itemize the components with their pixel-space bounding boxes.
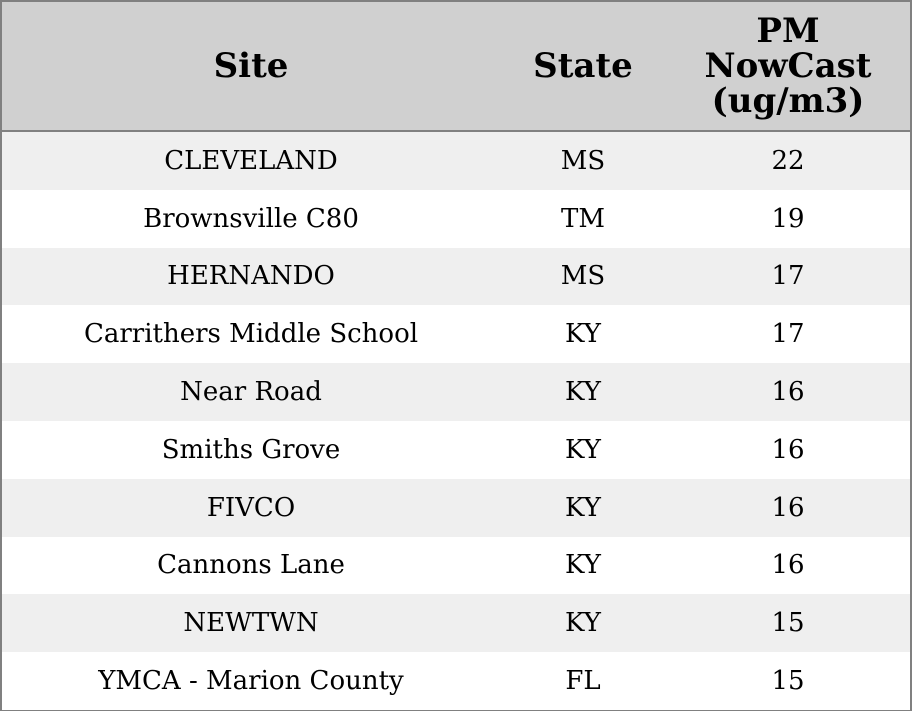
- cell-state: KY: [565, 550, 601, 581]
- table-row: Brownsville C80 TM 19: [2, 189, 910, 248]
- cell-state: KY: [565, 377, 601, 408]
- table-header: Site State PM NowCast (ug/m3): [2, 2, 910, 132]
- cell-site: Near Road: [180, 377, 322, 408]
- cell-site: HERNANDO: [167, 261, 335, 292]
- cell-pm-nowcast: 15: [771, 666, 805, 697]
- table-row: FIVCO KY 16: [2, 478, 910, 537]
- table-row: Near Road KY 16: [2, 363, 910, 421]
- header-pm-line-1: PM: [756, 10, 820, 51]
- cell-site: NEWTWN: [183, 608, 319, 639]
- cell-pm-nowcast: 16: [771, 550, 805, 581]
- table-row: Carrithers Middle School KY 17: [2, 305, 910, 364]
- header-pm-nowcast: PM NowCast (ug/m3): [666, 2, 910, 130]
- cell-state: KY: [565, 319, 601, 350]
- cell-site: YMCA - Marion County: [98, 666, 404, 697]
- header-pm-line-2: NowCast: [704, 45, 872, 86]
- table-row: Smiths Grove KY 16: [2, 420, 910, 479]
- cell-state: MS: [560, 145, 606, 176]
- cell-site: FIVCO: [206, 492, 296, 523]
- table-row: NEWTWN KY 15: [2, 594, 910, 653]
- cell-state: MS: [560, 261, 606, 292]
- cell-site: CLEVELAND: [164, 145, 338, 176]
- table-row: HERNANDO MS 17: [2, 247, 910, 306]
- cell-pm-nowcast: 22: [771, 145, 805, 176]
- cell-state: KY: [565, 434, 601, 465]
- header-site: Site: [213, 45, 289, 86]
- cell-site: Smiths Grove: [161, 434, 341, 465]
- header-pm-line-3: (ug/m3): [711, 80, 865, 121]
- cell-pm-nowcast: 19: [771, 203, 805, 234]
- cell-site: Cannons Lane: [157, 550, 345, 581]
- cell-pm-nowcast: 17: [771, 319, 805, 350]
- cell-pm-nowcast: 16: [771, 492, 805, 523]
- cell-site: Brownsville C80: [143, 203, 359, 234]
- cell-pm-nowcast: 16: [771, 377, 805, 408]
- cell-state: TM: [561, 203, 605, 234]
- cell-pm-nowcast: 17: [771, 261, 805, 292]
- table-row: Cannons Lane KY 16: [2, 536, 910, 595]
- cell-site: Carrithers Middle School: [83, 319, 419, 350]
- table-row: CLEVELAND MS 22: [2, 132, 910, 190]
- cell-state: KY: [565, 608, 601, 639]
- cell-state: KY: [565, 492, 601, 523]
- table-body: CLEVELAND MS 22 Brownsville C80 TM 19 HERNANDO…: [2, 132, 910, 710]
- cell-state: FL: [565, 666, 601, 697]
- cell-pm-nowcast: 15: [771, 608, 805, 639]
- cell-pm-nowcast: 16: [771, 434, 805, 465]
- header-state: State: [533, 45, 633, 86]
- table-row: YMCA - Marion County FL 15: [2, 652, 910, 710]
